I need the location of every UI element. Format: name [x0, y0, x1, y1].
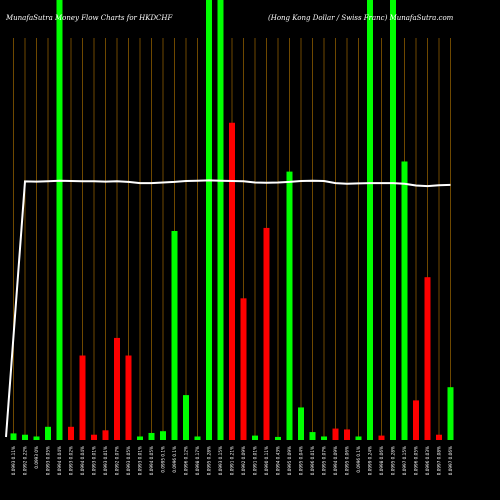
x-tick-labels: 0.0993 0.11% 0.0992 0.22% 0.0993 0% 0.0993 … — [11, 446, 453, 475]
bar — [424, 277, 431, 440]
x-tick-label: 0.0995 0.1% — [161, 446, 166, 473]
bar — [298, 407, 304, 440]
bar — [137, 436, 143, 440]
x-tick-label: 0.0997 0.15% — [402, 446, 407, 475]
x-tick-label: 0.0993 0.01% — [103, 446, 108, 475]
bar — [413, 400, 419, 440]
x-tick-label: 0.0993 0.05% — [126, 446, 131, 475]
x-tick-label: 0.0995 0.09% — [287, 446, 292, 475]
x-tick-label: 0.0992 0.09% — [241, 446, 246, 475]
x-tick-label: 0.0993 0.01% — [92, 446, 97, 475]
x-tick-label: 0.0998 0.17% — [195, 446, 200, 475]
x-tick-label: 0.0996 0.01% — [310, 446, 315, 475]
bar — [436, 434, 442, 440]
bar — [309, 432, 316, 440]
bar — [390, 0, 396, 440]
bar — [206, 0, 212, 440]
money-flow-line — [5, 179, 451, 438]
x-tick-label: 0.0992 0.22% — [23, 446, 28, 475]
bar — [263, 227, 270, 440]
bar — [332, 428, 339, 440]
bar — [344, 429, 350, 440]
bar — [125, 355, 132, 440]
bar — [160, 431, 166, 440]
x-tick-label: 0.0998 0.06% — [379, 446, 384, 475]
chart-title: MunafaSutra Money Flow Charts for HKDCHF — [5, 14, 174, 22]
bar — [91, 434, 97, 440]
x-tick-label: 0.0991 0.01% — [253, 446, 258, 475]
x-tick-label: 0.0993 0.02% — [69, 446, 74, 475]
x-tick-label: 0.0996 0.05% — [414, 446, 419, 475]
line-group — [5, 179, 451, 438]
bar — [56, 0, 63, 440]
x-tick-label: 0.0993 0.15% — [218, 446, 223, 475]
x-tick-label: 0.0997 0.06% — [448, 446, 453, 475]
x-tick-label: 0.0996 0.1% — [356, 446, 361, 473]
x-tick-label: 0.0994 0.43% — [276, 446, 281, 475]
bar — [378, 435, 385, 440]
bar — [355, 436, 362, 440]
bar — [33, 436, 40, 440]
bar — [183, 395, 189, 440]
x-tick-label: 0.0995 0.04% — [299, 446, 304, 475]
bars-group — [10, 0, 454, 441]
bar — [240, 298, 247, 440]
x-tick-label: 0.0994 0.05% — [149, 446, 154, 475]
chart-subtitle: (Hong Kong Dollar / Swiss Franc) MunafaS… — [268, 14, 454, 22]
x-tick-label: 0.0990 0.11% — [264, 446, 269, 475]
bar — [102, 430, 109, 440]
x-tick-label: 0.0993 0% — [34, 446, 39, 469]
bar — [401, 161, 408, 441]
bar — [114, 337, 120, 440]
x-tick-label: 0.0993 0.01% — [138, 446, 143, 475]
x-tick-label: 0.0999 0.24% — [368, 446, 373, 475]
bar — [171, 231, 178, 440]
bar — [367, 0, 373, 440]
x-tick-label: 0.0995 0.28% — [391, 446, 396, 475]
x-tick-label: 0.0995 0.07% — [322, 446, 327, 475]
x-tick-label: 0.0992 0.07% — [115, 446, 120, 475]
x-tick-label: 0.0994 0.09% — [333, 446, 338, 475]
x-tick-label: 0.0996 0.1% — [172, 446, 177, 473]
x-tick-label: 0.0995 0.06% — [345, 446, 350, 475]
x-tick-label: 0.0994 0.04% — [80, 446, 85, 475]
x-tick-label: 0.0996 0.12% — [184, 446, 189, 475]
bar — [79, 355, 86, 440]
bar — [194, 436, 201, 440]
x-tick-label: 0.0994 0.04% — [57, 446, 62, 475]
bar — [45, 426, 51, 440]
bar — [229, 122, 235, 440]
x-tick-label: 0.0995 0.28% — [207, 446, 212, 475]
bar — [217, 0, 224, 440]
x-tick-label: 0.0993 0.05% — [46, 446, 51, 475]
bar — [22, 434, 28, 440]
x-tick-label: 0.0997 0.08% — [437, 446, 442, 475]
bar — [68, 426, 74, 440]
bar — [447, 387, 454, 440]
bar — [321, 436, 327, 440]
bar — [275, 436, 281, 440]
x-tick-label: 0.0993 0.11% — [11, 446, 16, 475]
x-tick-label: 0.0991 0.21% — [230, 446, 235, 475]
bar — [148, 432, 155, 440]
bar — [252, 435, 258, 440]
bar — [286, 171, 293, 440]
bar — [10, 433, 17, 440]
x-tick-label: 0.0996 0.03% — [425, 446, 430, 475]
